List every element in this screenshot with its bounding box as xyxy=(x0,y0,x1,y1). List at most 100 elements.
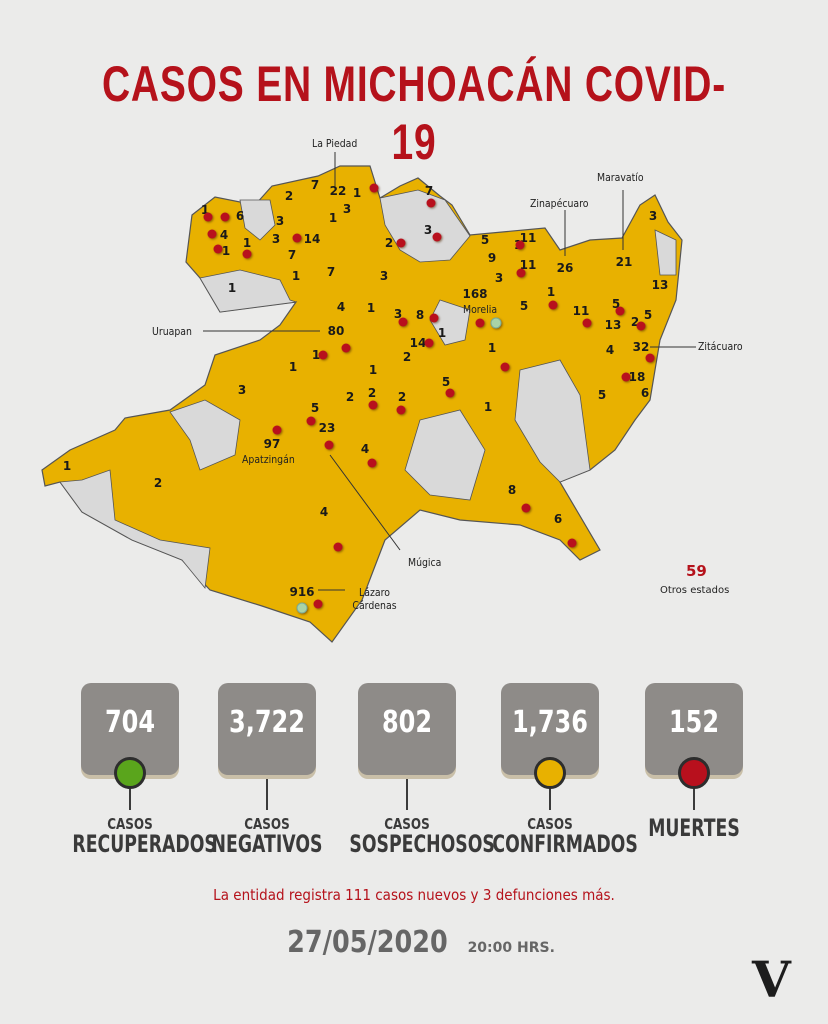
municipality-count: 2 xyxy=(153,476,163,490)
death-marker xyxy=(220,212,230,222)
municipality-count: 1 xyxy=(227,281,237,295)
death-marker xyxy=(318,350,328,360)
stat-marker-icon xyxy=(114,757,146,789)
municipality-count: 4 xyxy=(360,442,370,456)
stat-label-top: CASOS xyxy=(527,815,573,833)
death-marker xyxy=(368,400,378,410)
municipality-count: 80 xyxy=(327,324,345,338)
municipality-count: 1 xyxy=(311,348,321,362)
municipality-count: 1 xyxy=(328,211,338,225)
municipality-count: 4 xyxy=(219,228,229,242)
municipality-count: 6 xyxy=(640,386,650,400)
municipality-count: 8 xyxy=(507,483,517,497)
municipality-count: 5 xyxy=(519,299,529,313)
municipality-count: 1 xyxy=(288,360,298,374)
brand-logo: V xyxy=(752,950,791,1009)
death-marker xyxy=(333,542,343,552)
municipality-count: 3 xyxy=(342,202,352,216)
municipality-count: 5 xyxy=(310,401,320,415)
municipality-count: 3 xyxy=(494,271,504,285)
municipality-count: 3 xyxy=(423,223,433,237)
municipality-count: 5 xyxy=(643,308,653,322)
municipality-count: 2 xyxy=(367,386,377,400)
stat-label-bottom: CONFIRMADOS xyxy=(492,830,638,858)
municipality-count: 1 xyxy=(221,244,231,258)
municipality-count: 1 xyxy=(62,459,72,473)
municipality-count: 3 xyxy=(379,269,389,283)
death-marker xyxy=(306,416,316,426)
municipality-count: 22 xyxy=(329,184,347,198)
stat-label: MUERTES xyxy=(614,816,774,840)
city-label-zinapecuaro: Zinapécuaro xyxy=(530,197,589,210)
stat-label: CASOS SOSPECHOSOS xyxy=(327,815,495,858)
death-marker xyxy=(203,212,213,222)
stat-label-bottom: NEGATIVOS xyxy=(211,830,323,858)
city-label-maravatio: Maravatío xyxy=(597,171,644,184)
stat-card: 3,722 xyxy=(218,683,316,775)
death-marker xyxy=(475,318,485,328)
death-marker xyxy=(582,318,592,328)
death-marker xyxy=(207,229,217,239)
municipality-count: 2 xyxy=(384,236,394,250)
stat-stem xyxy=(693,775,695,810)
death-marker xyxy=(521,503,531,513)
municipality-count: 3 xyxy=(393,307,403,321)
stat-stem xyxy=(129,775,131,810)
municipality-count: 916 xyxy=(289,585,315,599)
stat-label: CASOS NEGATIVOS xyxy=(187,816,347,856)
municipality-count: 13 xyxy=(651,278,669,292)
death-marker xyxy=(426,198,436,208)
municipality-count: 4 xyxy=(336,300,346,314)
municipality-count: 168 xyxy=(462,287,488,301)
unaffected-regions xyxy=(59,189,677,589)
stat-value: 704 xyxy=(104,705,156,740)
death-marker xyxy=(313,599,323,609)
municipality-count: 2 xyxy=(402,350,412,364)
stat-label-bottom: SOSPECHOSOS xyxy=(349,830,495,858)
death-marker xyxy=(567,538,577,548)
date: 27/05/2020 xyxy=(287,925,448,960)
municipality-count: 3 xyxy=(271,232,281,246)
municipality-count: 8 xyxy=(415,308,425,322)
municipality-count: 1 xyxy=(200,203,210,217)
stat-label: CASOS CONFIRMADOS xyxy=(470,815,638,858)
municipality-count: 5 xyxy=(597,388,607,402)
municipality-count: 1 xyxy=(291,269,301,283)
municipality-count: 1 xyxy=(483,400,493,414)
municipality-count: 7 xyxy=(424,184,434,198)
state-outline xyxy=(41,165,683,643)
municipality-count: 2 xyxy=(284,189,294,203)
municipality-count: 11 xyxy=(572,304,590,318)
municipality-count: 2 xyxy=(630,315,640,329)
death-marker xyxy=(432,232,442,242)
stat-card: 1,736 xyxy=(501,683,599,775)
death-marker xyxy=(396,405,406,415)
municipality-count: 18 xyxy=(628,370,646,384)
stat-label-top: CASOS xyxy=(384,815,430,833)
municipality-count: 9 xyxy=(487,251,497,265)
stat-stem xyxy=(406,775,408,810)
municipality-count: 13 xyxy=(604,318,622,332)
city-label-zitacuaro: Zitácuaro xyxy=(698,340,743,353)
municipality-count: 1 xyxy=(546,285,556,299)
municipality-count: 4 xyxy=(605,343,615,357)
municipality-count: 97 xyxy=(263,437,281,451)
stat-marker-icon xyxy=(534,757,566,789)
stat-label-top: CASOS xyxy=(244,815,290,833)
municipality-count: 14 xyxy=(409,336,427,350)
date-line: 27/05/2020 20:00 HRS. xyxy=(0,925,828,960)
municipality-count: 2 xyxy=(397,390,407,404)
municipality-count: 32 xyxy=(632,340,650,354)
municipality-count: 21 xyxy=(615,255,633,269)
municipality-count: 23 xyxy=(318,421,336,435)
death-marker xyxy=(367,458,377,468)
municipality-count: 1 xyxy=(366,301,376,315)
municipality-count: 7 xyxy=(287,248,297,262)
other-states-count: 59 xyxy=(686,562,707,580)
municipality-count: 26 xyxy=(556,261,574,275)
municipality-count: 7 xyxy=(310,178,320,192)
city-label-uruapan: Uruapan xyxy=(152,325,192,338)
leader-lines xyxy=(203,152,696,591)
municipality-count: 5 xyxy=(611,297,621,311)
death-marker xyxy=(548,300,558,310)
